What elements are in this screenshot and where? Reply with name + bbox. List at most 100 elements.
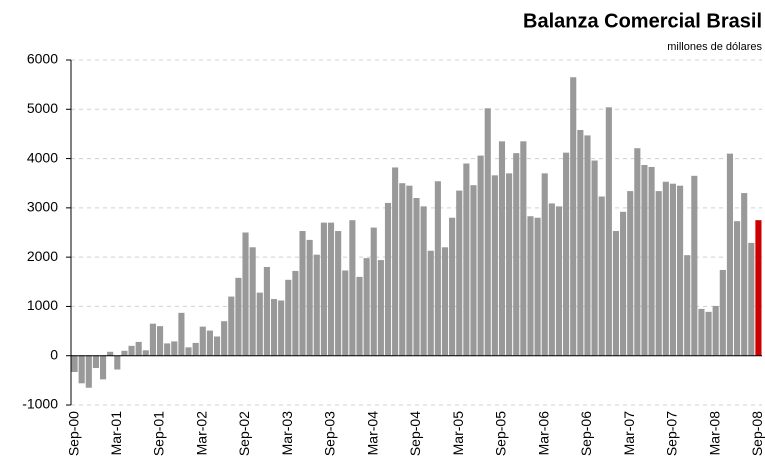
y-tick-label: 6000 xyxy=(27,51,58,67)
bar xyxy=(249,247,256,356)
bar xyxy=(591,160,598,356)
bar xyxy=(669,183,677,356)
y-tick-label: 5000 xyxy=(27,100,58,116)
bar xyxy=(221,321,228,356)
bar xyxy=(114,355,121,370)
bar xyxy=(171,341,178,356)
bar xyxy=(320,222,327,356)
bar xyxy=(278,300,285,356)
bar xyxy=(520,141,527,356)
bar xyxy=(456,190,463,356)
bar xyxy=(726,153,734,356)
bar xyxy=(420,206,427,356)
bar xyxy=(363,258,370,356)
x-tick-label: Sep-08 xyxy=(749,411,765,456)
x-tick-label: Mar-06 xyxy=(535,411,551,456)
bar xyxy=(470,185,477,356)
bar xyxy=(128,345,135,356)
bar xyxy=(691,175,698,356)
bar xyxy=(534,217,541,356)
y-tick-label: 2000 xyxy=(27,248,58,264)
bar xyxy=(463,163,470,356)
bar xyxy=(620,211,627,356)
bar xyxy=(78,355,85,384)
bar xyxy=(99,355,107,380)
bar xyxy=(441,247,449,356)
bar xyxy=(548,203,555,356)
chart-subtitle: millones de dólares xyxy=(667,41,762,53)
bar xyxy=(342,270,349,356)
bar xyxy=(406,185,413,356)
bar xyxy=(399,183,406,356)
y-tick-label: 1000 xyxy=(27,297,58,313)
bar xyxy=(206,330,213,356)
bar xyxy=(741,193,748,356)
bar xyxy=(413,198,420,356)
x-tick-label: Mar-05 xyxy=(450,411,466,456)
x-tick-label: Sep-01 xyxy=(151,411,167,456)
bar xyxy=(313,254,320,356)
bar xyxy=(142,350,149,356)
bar xyxy=(242,232,249,356)
bar xyxy=(427,250,434,356)
x-tick-label: Sep-04 xyxy=(407,411,423,456)
bar xyxy=(85,355,92,388)
bar xyxy=(477,155,484,356)
bar xyxy=(335,231,342,356)
bar xyxy=(563,152,570,356)
bar xyxy=(199,326,206,356)
bar xyxy=(527,216,534,356)
x-tick-label: Sep-03 xyxy=(322,411,338,456)
bar xyxy=(634,148,641,356)
bar xyxy=(228,296,235,356)
x-tick-label: Mar-01 xyxy=(108,411,124,456)
bar xyxy=(370,227,377,356)
bar xyxy=(156,326,164,356)
bar xyxy=(121,350,128,356)
bar xyxy=(712,305,719,356)
bar xyxy=(605,107,612,356)
bar xyxy=(506,173,513,356)
bar xyxy=(392,167,399,356)
y-tick-label: 0 xyxy=(50,346,58,362)
bar xyxy=(648,166,655,356)
bar xyxy=(71,355,78,372)
bar xyxy=(377,260,384,356)
bar xyxy=(384,202,392,356)
bar xyxy=(107,351,114,356)
bar xyxy=(734,221,741,356)
bar xyxy=(256,292,263,356)
x-tick-label: Sep-02 xyxy=(236,411,252,456)
bar xyxy=(349,220,356,356)
x-tick-label: Sep-05 xyxy=(493,411,509,456)
bar xyxy=(541,173,548,356)
x-tick-label: Mar-07 xyxy=(621,411,637,456)
bar xyxy=(577,129,584,356)
x-tick-label: Mar-04 xyxy=(364,411,380,456)
bar xyxy=(356,276,363,356)
y-tick-label: 3000 xyxy=(27,199,58,215)
bar xyxy=(570,77,577,356)
bar xyxy=(285,279,292,356)
x-tick-label: Mar-03 xyxy=(279,411,295,456)
x-tick-label: Sep-00 xyxy=(65,411,81,456)
x-tick-label: Sep-07 xyxy=(664,411,680,456)
bar xyxy=(299,231,306,356)
bar xyxy=(263,267,270,356)
bar xyxy=(327,222,335,356)
bar xyxy=(135,341,142,356)
bar xyxy=(513,153,520,356)
bar xyxy=(705,311,712,356)
chart-title: Balanza Comercial Brasil xyxy=(523,10,762,32)
bar xyxy=(213,336,221,356)
bar xyxy=(584,135,591,356)
bar xyxy=(698,308,705,356)
x-tick-label: Mar-02 xyxy=(193,411,209,456)
bar xyxy=(498,141,506,356)
bar xyxy=(598,196,605,356)
bar xyxy=(185,347,192,356)
y-tick-label: -1000 xyxy=(22,396,58,412)
bar xyxy=(178,312,185,356)
x-tick-label: Mar-08 xyxy=(706,411,722,456)
